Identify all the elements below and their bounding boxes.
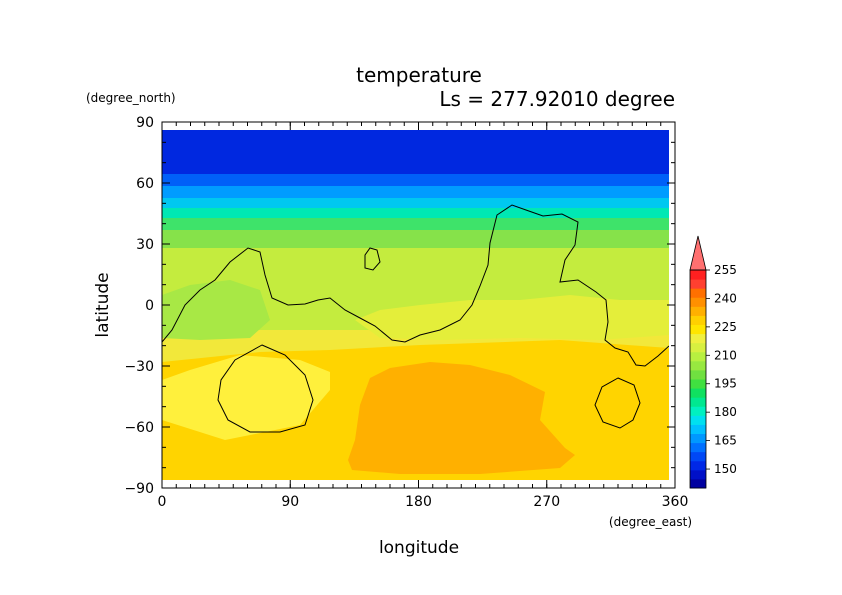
y-tick-label: 30 (136, 237, 154, 253)
axis-ticks (161, 121, 676, 489)
field-polar-north (162, 130, 669, 174)
chart-title: temperature (356, 63, 482, 87)
colorbar-bin (690, 379, 706, 389)
colorbar-extend-arrow (689, 235, 707, 271)
colorbar-bin (690, 397, 706, 407)
field-western-cool-patch (162, 280, 270, 340)
colorbar-bin (690, 388, 706, 398)
y-tick-label: −60 (124, 420, 154, 436)
colorbar-bin (690, 270, 706, 280)
contour-south-west (217, 344, 314, 433)
field-equatorial-band (355, 295, 669, 340)
colorbar-bin (690, 306, 706, 316)
contour-lines (162, 204, 669, 433)
colorbar-bin (690, 424, 706, 434)
colorbar-tick-label: 255 (714, 263, 737, 277)
field-southern-cooler-patch (162, 355, 330, 440)
colorbar-tick-label: 210 (714, 348, 737, 362)
colorbar-bin (690, 406, 706, 416)
y-unit-label: (degree_north) (86, 91, 176, 105)
contour-main (162, 204, 669, 367)
field-band-40n (162, 226, 669, 248)
x-tick-label: 360 (662, 494, 689, 510)
colorbar-frame (689, 269, 707, 489)
contour-south-east (594, 377, 641, 429)
colorbar-bin (690, 333, 706, 344)
colorbar-tick-label: 180 (714, 405, 737, 419)
colorbar-bin (690, 369, 706, 380)
colorbar-bin (690, 342, 706, 353)
colorbar-tick-label: 165 (714, 434, 737, 448)
x-tick-label: 270 (533, 494, 560, 510)
colorbar-tick-label: 225 (714, 320, 737, 334)
colorbar-bin (690, 279, 706, 289)
colorbar-bin (690, 415, 706, 425)
y-tick-label: 0 (145, 298, 154, 314)
colorbar-bin (690, 360, 706, 371)
colorbar: 150 165 180 195 210 225 240 255 (689, 235, 737, 489)
colorbar-bin (690, 451, 706, 462)
chart-subtitle: Ls = 277.92010 degree (439, 87, 675, 111)
contour-small-north (364, 247, 381, 271)
x-axis-label: longitude (379, 538, 459, 558)
colorbar-bin (690, 433, 706, 444)
y-tick-label: −90 (124, 481, 154, 497)
colorbar-bin (690, 460, 706, 471)
colorbar-tick-label: 195 (714, 377, 737, 391)
colorbar-tick-label: 150 (714, 462, 737, 476)
colorbar-bin (690, 288, 706, 298)
y-tick-label: −30 (124, 359, 154, 375)
x-tick-label: 180 (405, 494, 432, 510)
colorbar-bin (690, 469, 706, 480)
y-axis-label: latitude (93, 272, 113, 337)
colorbar-bin (690, 442, 706, 453)
colorbar-bin (690, 351, 706, 362)
y-tick-label: 90 (136, 115, 154, 131)
temperature-field (162, 130, 669, 480)
field-warmest-region (348, 362, 575, 474)
x-unit-label: (degree_east) (609, 515, 692, 529)
x-tick-label: 0 (158, 494, 167, 510)
y-tick-label: 60 (136, 176, 154, 192)
x-tick-label: 90 (281, 494, 299, 510)
colorbar-bin (690, 297, 706, 307)
colorbar-bin (690, 478, 706, 489)
colorbar-bin (690, 315, 706, 325)
colorbar-tick-label: 240 (714, 291, 737, 305)
colorbar-bin (690, 324, 706, 335)
axis-tick-labels: 0 90 180 270 360 90 60 30 0 −30 −60 −90 (124, 115, 688, 510)
